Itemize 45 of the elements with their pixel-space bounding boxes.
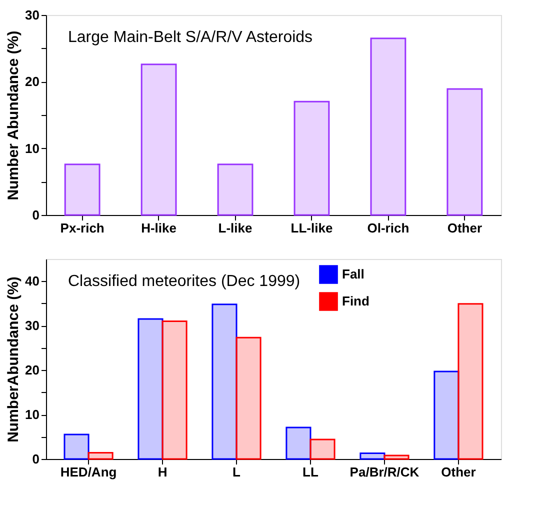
bar	[286, 426, 312, 460]
bar	[217, 164, 254, 216]
bar	[162, 320, 188, 460]
x-tick-label: Other	[441, 464, 476, 480]
bar	[360, 452, 386, 460]
bar	[294, 100, 330, 216]
x-tick-label: L-like	[218, 220, 252, 236]
y-tick-label: 40	[25, 274, 40, 289]
y-tick-label: 10	[25, 140, 40, 156]
text: Classified meteorites (Dec 1999)	[68, 273, 300, 290]
bar	[446, 88, 483, 216]
bar	[138, 318, 164, 460]
y-tick-label: 0	[32, 452, 40, 466]
bar	[310, 438, 336, 460]
y-axis-title: NumberAbundance (%)	[5, 276, 22, 442]
y-tick-label: 30	[25, 318, 40, 334]
x-tick-label: Px-rich	[60, 220, 104, 236]
x-tick-label: LL	[302, 464, 318, 480]
bar	[64, 164, 100, 216]
legend-label: Fall	[342, 266, 364, 282]
bar	[434, 370, 460, 460]
y-tick-label: 20	[25, 362, 40, 378]
x-tick-label: Ol-rich	[367, 220, 410, 236]
x-tick-label: Other	[447, 220, 482, 236]
bar	[384, 454, 410, 460]
bar	[458, 303, 484, 460]
x-tick-label: LL-like	[290, 220, 333, 236]
text: Large Main-Belt S/A/R/V Asteroids	[68, 29, 313, 46]
y-tick-label: 20	[25, 74, 40, 90]
bar	[212, 304, 238, 460]
y-axis-title: Number Abundance (%)	[5, 30, 22, 200]
y-tick-label: 30	[25, 8, 40, 22]
bar	[236, 336, 262, 460]
bar	[370, 38, 406, 216]
x-tick-label: HED/Ang	[60, 464, 117, 480]
y-tick-label: 0	[32, 208, 40, 222]
legend-label: Find	[342, 294, 370, 308]
bar	[64, 434, 90, 460]
x-tick-label: H-like	[141, 220, 176, 236]
x-tick-label: Pa/Br/R/CK	[350, 464, 420, 480]
bar	[140, 64, 177, 216]
x-tick-label: H	[158, 464, 168, 480]
y-tick-label: 10	[25, 407, 40, 422]
x-tick-label: L	[232, 464, 241, 480]
bar	[88, 452, 114, 460]
